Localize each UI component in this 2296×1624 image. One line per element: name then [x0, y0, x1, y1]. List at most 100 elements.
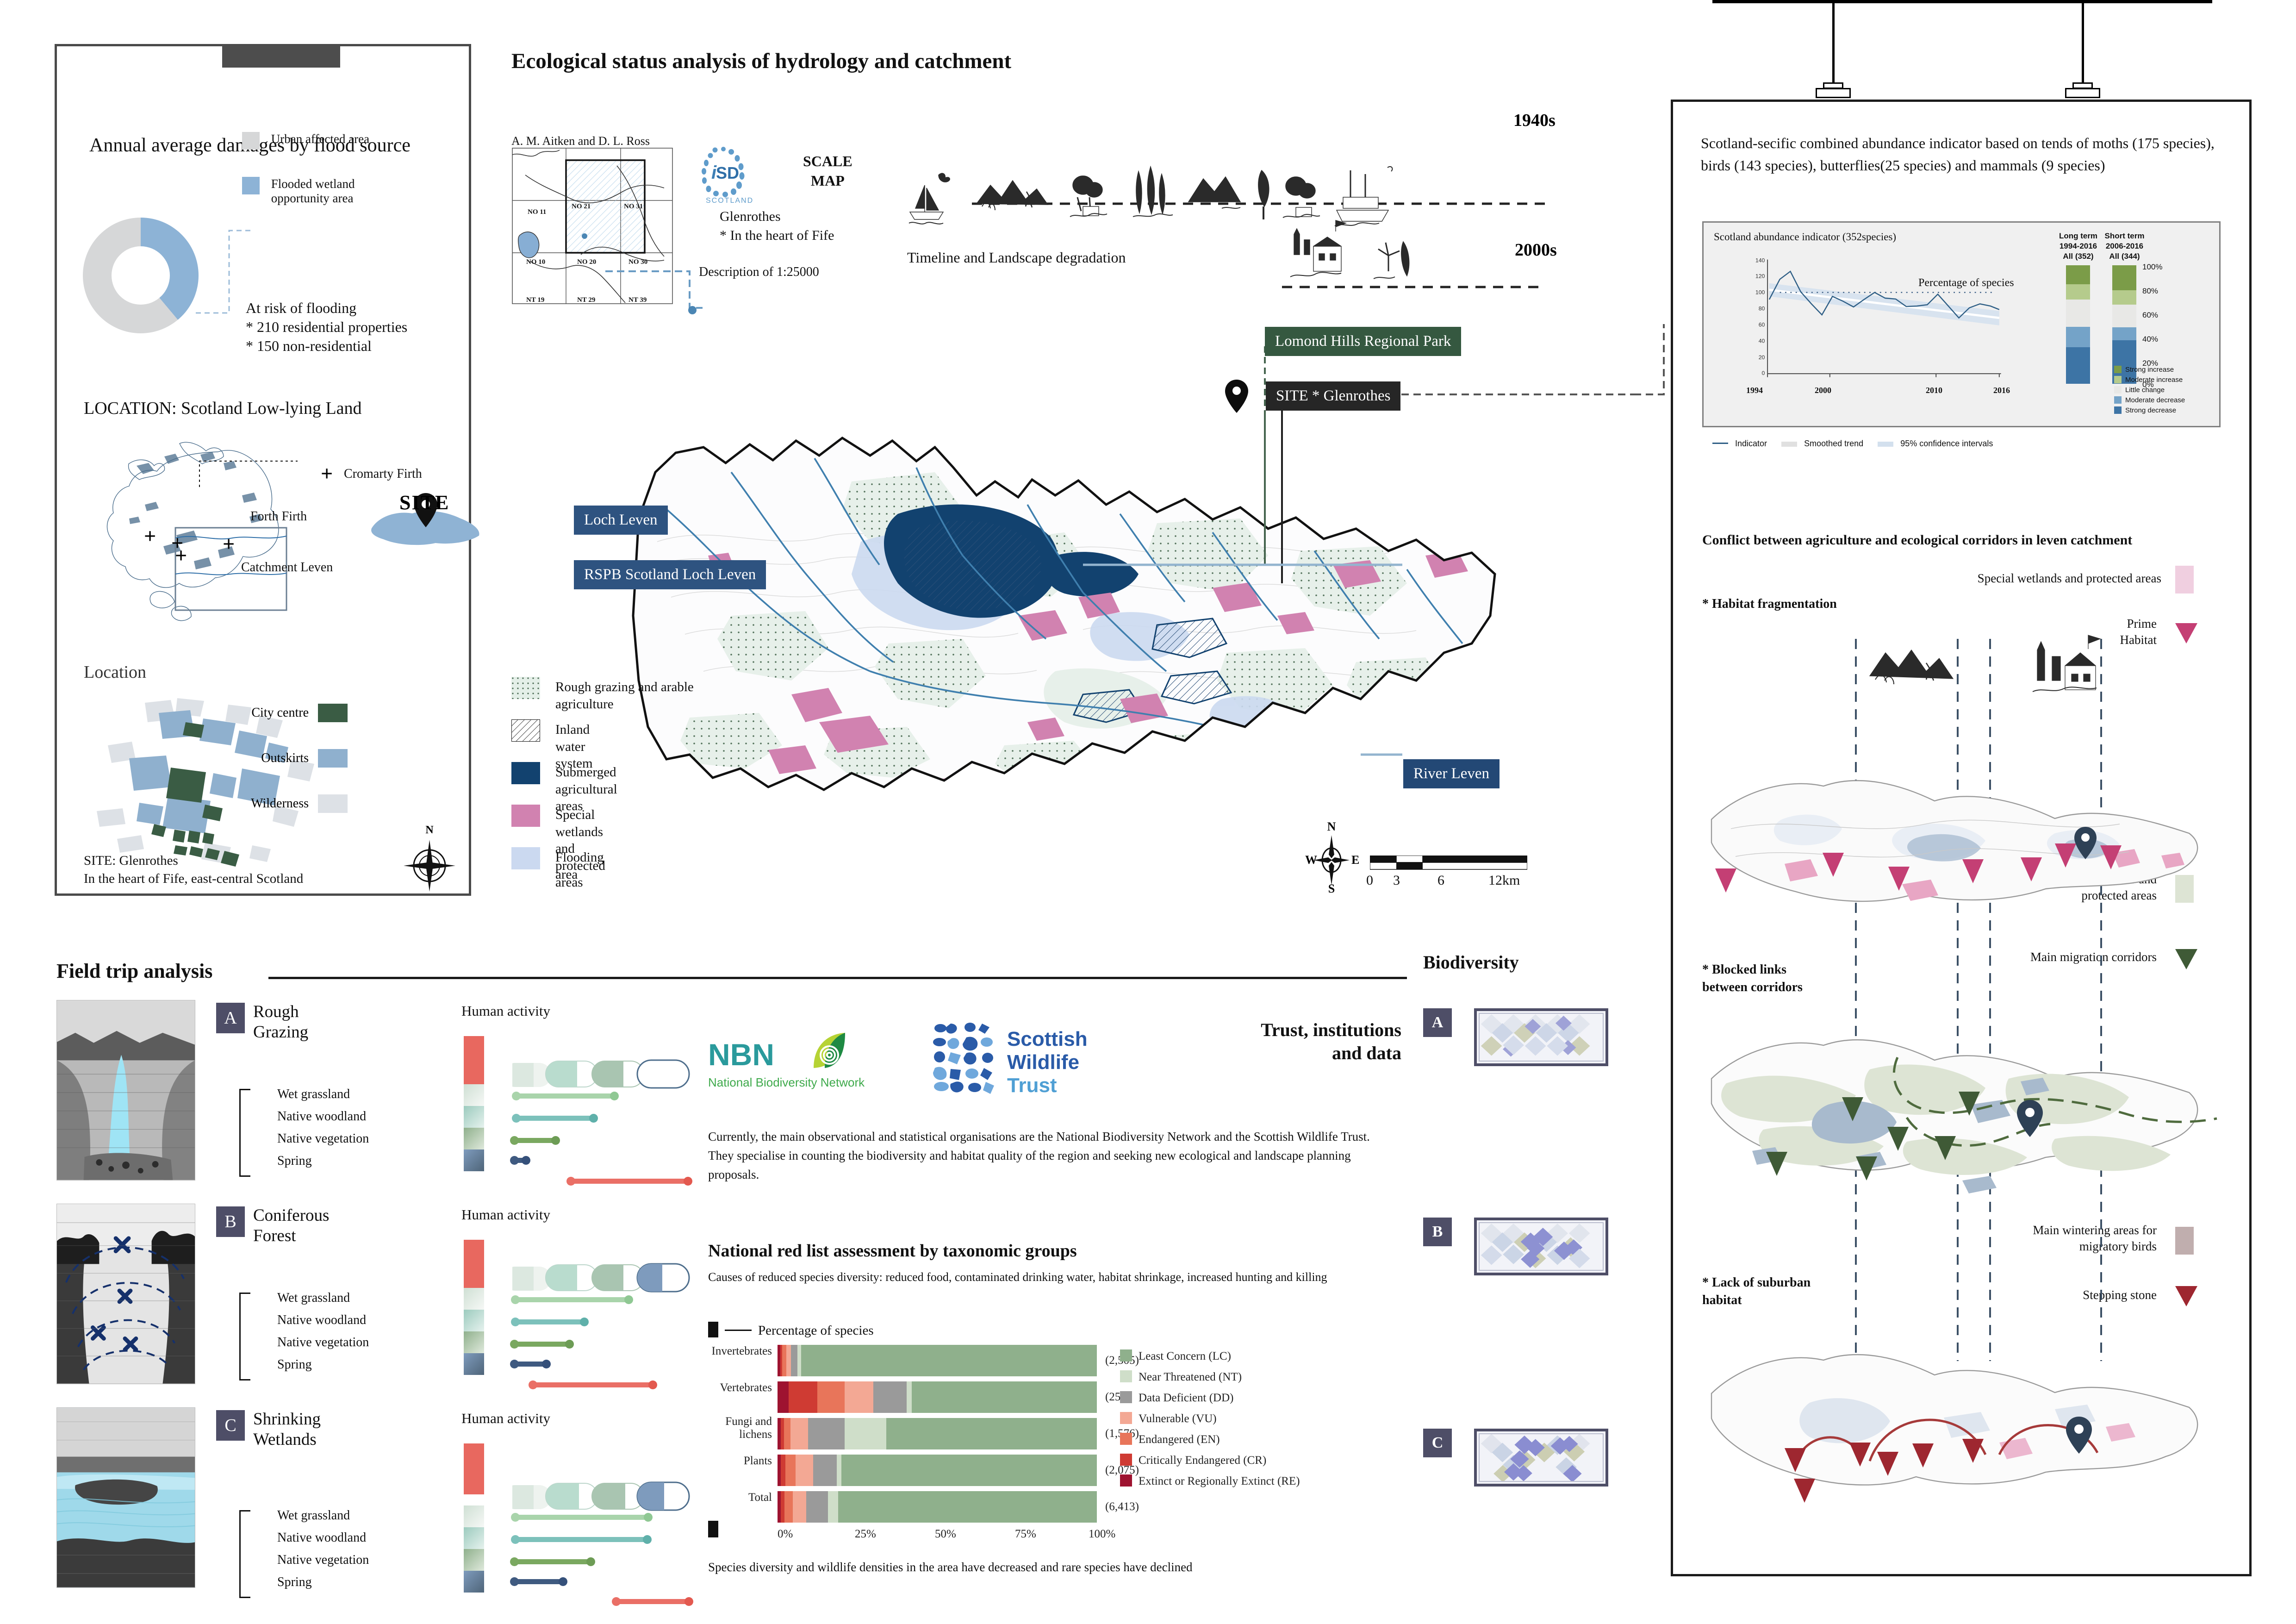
- map-label-site-glenrothes: SITE * Glenrothes: [1266, 381, 1401, 411]
- glenrothes-landuse-map: [97, 698, 314, 867]
- grid-cell-no21: NO 21: [572, 203, 591, 210]
- human-activity-label-b: Human activity: [461, 1206, 550, 1223]
- hanging-base-left: [1816, 88, 1851, 98]
- compass-rose-icon: N: [404, 824, 455, 892]
- legend-swatch-special-wetlands-pink: [2175, 566, 2194, 593]
- field-trip-block-c: C Shrinking Wetlands Human activity Wet …: [56, 1407, 695, 1606]
- legend-swatch-outskirts: [318, 749, 348, 768]
- field-badge-a: A: [216, 1003, 245, 1033]
- trend-swatch-moderate-decrease: [2114, 396, 2122, 404]
- leven-catchment-main-map: [632, 436, 1496, 791]
- field-photo-shrinking-wetlands: [56, 1407, 195, 1588]
- note-blocked-links: * Blocked links between corridors: [1702, 962, 1803, 994]
- field-trip-block-a: A Rough Grazing Human activity Wet grass…: [56, 1000, 695, 1186]
- xtick-50: 50%: [935, 1528, 956, 1540]
- hanging-clamp-left: [1823, 82, 1843, 89]
- header-marker-line: [725, 1330, 752, 1331]
- glenrothes-callout: Glenrothes * In the heart of Fife: [720, 209, 834, 243]
- legend-swatch-nt: [1120, 1370, 1132, 1382]
- scale-tick-0: 0: [1366, 873, 1373, 888]
- habitat-label-native-woodland-b: Native woodland: [277, 1313, 367, 1327]
- hanging-base-right: [2065, 88, 2100, 98]
- legend-swatch-wilderness: [318, 794, 348, 813]
- svg-text:NBN: NBN: [708, 1037, 774, 1072]
- bar-track-fungi: [778, 1418, 1097, 1449]
- human-activity-indicator-b: [464, 1240, 484, 1291]
- pct-tick-60: 60%: [2142, 311, 2159, 319]
- flood-risk-stats: At risk of flooding * 210 residential pr…: [246, 299, 407, 356]
- location-sub-heading: Location: [84, 662, 147, 682]
- field-name-c: Shrinking Wetlands: [253, 1410, 321, 1449]
- biodiversity-card-a: [1474, 1008, 1608, 1066]
- bar-track-plants: [778, 1455, 1097, 1486]
- field-name-b: Coniferous Forest: [253, 1206, 330, 1245]
- habitat-label-wet-grassland-a: Wet grassland: [277, 1087, 350, 1101]
- hanging-clamp-right: [2072, 82, 2093, 89]
- percentage-of-species-chart-label: Percentage of species: [1918, 277, 2014, 289]
- legend-swatch-inland-water: [511, 719, 541, 742]
- flood-source-panel: Annual average damages by flood source U…: [55, 44, 479, 896]
- corridor-map-stepping-stones: [1711, 1354, 2198, 1503]
- hanging-rod-left: [1832, 0, 1835, 97]
- activity-dumbbells-c: [510, 1508, 695, 1610]
- habitat-label-native-vegetation-c: Native vegetation: [277, 1553, 369, 1567]
- svg-text:40: 40: [1759, 338, 1765, 344]
- site-word-label: SITE: [399, 491, 450, 514]
- redlist-subtitle: Causes of reduced species diversity: red…: [708, 1270, 1327, 1284]
- svg-text:140: 140: [1755, 257, 1765, 263]
- svg-text:80: 80: [1759, 306, 1765, 312]
- biodiversity-grid-c: [1481, 1434, 1590, 1481]
- flood-risk-item-residential: * 210 residential properties: [246, 318, 408, 335]
- timeline-end-year: 2000s: [1515, 240, 1557, 260]
- abundance-xtick-2016: 2016: [1993, 386, 2010, 395]
- abundance-xtick-2000: 2000: [1815, 386, 1831, 395]
- geolabel-cromarty: Cromarty Firth: [344, 467, 422, 481]
- abundance-line-legend: Indicator Smoothed trend 95% confidence …: [1712, 439, 1993, 449]
- stackbar-head-long-term: Long term 1994-2016 All (352): [2059, 231, 2098, 261]
- legend-swatch-city-centre: [318, 704, 348, 722]
- map-label-loch-leven: Loch Leven: [574, 506, 668, 535]
- trust-paragraph: Currently, the main observational and st…: [708, 1130, 1370, 1182]
- marker-plus-east: +: [223, 532, 235, 556]
- svg-text:i: i: [711, 162, 717, 183]
- redlist-footer-note: Species diversity and wildlife densities…: [708, 1560, 1193, 1574]
- habitat-label-spring-a: Spring: [277, 1154, 312, 1168]
- legend-triangle-prime-habitat: [2175, 623, 2197, 643]
- trend-swatch-strong-increase: [2114, 366, 2122, 373]
- trend-legend-moderate-decrease: Moderate decrease: [2114, 396, 2185, 406]
- scale-description: Description of 1:25000: [699, 265, 819, 279]
- corridor-map-fragmentation: [1711, 780, 2198, 902]
- svg-text:N: N: [1327, 820, 1336, 833]
- hanging-rod-right: [2082, 0, 2084, 97]
- legend-swatch-wetland: [242, 177, 260, 194]
- bar-row-vertebrates: Vertebrates (257): [708, 1381, 1171, 1414]
- percentage-of-species-header: Percentage of species: [708, 1322, 874, 1338]
- redlist-title: National red list assessment by taxonomi…: [708, 1241, 1077, 1261]
- legend-triangle-stepping-stone: [2175, 1286, 2197, 1306]
- bar-row-plants: Plants (2,075): [708, 1455, 1171, 1487]
- redlist-legend: Least Concern (LC) Near Threatened (NT) …: [1120, 1349, 1300, 1495]
- grid-cell-no30: NO 30: [628, 258, 648, 266]
- marker-plus-leven-a: +: [171, 531, 184, 555]
- sketch-icon-hills-deer: [1869, 649, 1954, 685]
- poster-hanging-rail: [1712, 0, 2212, 3]
- redlist-stacked-bar-chart: Invertebrates (2,505) Vertebrates (257) …: [708, 1345, 1171, 1525]
- field-photo-coniferous-forest: [56, 1204, 195, 1384]
- map-compass-icon: N S W E: [1305, 820, 1359, 894]
- habitat-labels-a: Wet grassland Native woodland Native veg…: [253, 1088, 369, 1177]
- geolabel-forth: Forth Firth: [250, 509, 307, 524]
- activity-dumbbells-a: [510, 1087, 695, 1189]
- map-credit: A. M. Aitken and D. L. Ross: [511, 134, 650, 148]
- habitat-label-spring-c: Spring: [277, 1575, 312, 1589]
- line-legend-trend-swatch: [1781, 442, 1798, 447]
- biodiversity-badge-c: C: [1423, 1429, 1452, 1457]
- habitat-brace-a: [239, 1089, 250, 1177]
- xtick-100: 100%: [1089, 1528, 1116, 1540]
- grid-cell-nt29: NT 29: [577, 296, 596, 304]
- legend-swatch-re: [1120, 1474, 1132, 1487]
- nbn-logo: NBN National Biodiversity Network: [708, 1033, 865, 1089]
- habitat-label-wet-grassland-c: Wet grassland: [277, 1508, 350, 1523]
- habitat-label-native-vegetation-b: Native vegetation: [277, 1335, 369, 1349]
- landscape-degradation-timeline: [908, 165, 1546, 288]
- os-grid-reference-map: [512, 148, 673, 304]
